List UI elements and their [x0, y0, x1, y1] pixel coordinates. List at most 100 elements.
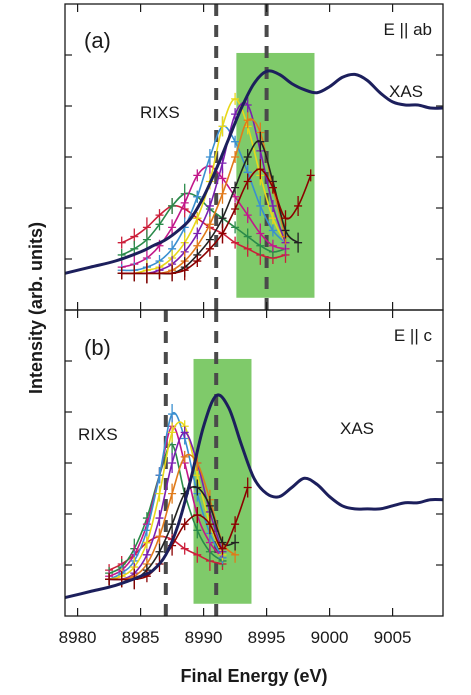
- x-tick-label-0: 8980: [59, 628, 97, 647]
- panel-b-rixs-line-4: [108, 421, 224, 581]
- panel-b-y-ticks: [65, 310, 443, 616]
- panel-a-rixs-point: [180, 260, 189, 281]
- panel-b-xas-curve: [64, 393, 444, 600]
- x-axis-title: Final Energy (eV): [180, 666, 327, 686]
- panel-a-rixs-point: [243, 149, 252, 165]
- panel-b-rixs-label: RIXS: [78, 425, 118, 444]
- panel-a-rixs-point: [205, 197, 214, 214]
- panel-b-rixs-line-3: [108, 411, 224, 581]
- panel-a-rixs-series: [117, 92, 315, 284]
- panel-a-rixs-point: [231, 135, 240, 148]
- panel-b-rixs-point: [193, 522, 202, 539]
- panel-a-rixs-point: [193, 227, 202, 240]
- panel-b-rixs-series: [105, 404, 252, 590]
- panel-a-rixs-point: [117, 267, 126, 280]
- panel-a-rixs-point: [117, 236, 126, 249]
- panel-b-xas-label: XAS: [340, 419, 374, 438]
- panel-b-rixs-point: [168, 514, 177, 535]
- panel-b-rixs-point: [155, 467, 164, 484]
- panel-a-rixs-point: [281, 210, 290, 227]
- panel-b-rixs-point: [142, 536, 151, 549]
- panel-a-rixs-point: [231, 236, 240, 249]
- panel-a-rixs-point: [142, 263, 151, 284]
- panel-a-rixs-point: [256, 223, 265, 244]
- panel-a-rixs-point: [256, 159, 265, 180]
- panel-b-rixs-point: [180, 426, 189, 439]
- panel-b-rixs-point: [168, 404, 177, 425]
- panel-a-rixs-point: [193, 169, 202, 182]
- panel-b-rixs-point: [105, 573, 114, 586]
- panel-a-rixs-point: [243, 207, 252, 224]
- x-axis: 8980 8985 8990 8995 9000 9005: [59, 628, 412, 647]
- panel-b-rixs-point: [193, 546, 202, 563]
- panel-a-rixs-point: [155, 218, 164, 231]
- panel-a-y-ticks: [65, 4, 443, 310]
- panel-b-rixs-point: [205, 514, 214, 535]
- panel-a-rixs-point: [268, 212, 277, 225]
- panel-a-rixs-point: [218, 223, 227, 244]
- x-tick-label-2: 8990: [185, 628, 223, 647]
- panel-b-rixs-point: [193, 479, 202, 496]
- panel-a-label: (a): [84, 28, 111, 53]
- panel-a-rixs-point: [168, 219, 177, 236]
- panel-a-rixs-point: [168, 197, 177, 214]
- panel-a-rixs-point: [243, 228, 252, 245]
- panel-a-rixs-point: [155, 267, 164, 280]
- panel-a-rixs-point: [231, 151, 240, 163]
- panel-b-rixs-point: [218, 542, 227, 555]
- panel-a-rixs-point: [142, 229, 151, 250]
- panel-a-rixs-point: [205, 216, 214, 233]
- panel-a-rixs-point: [306, 169, 315, 182]
- panel-b-rixs-point: [180, 518, 189, 531]
- x-tick-label-5: 9005: [374, 628, 412, 647]
- panel-a-rixs-point: [231, 203, 240, 216]
- panel-a-rixs-point: [256, 195, 265, 216]
- panel-a-rixs-point: [268, 199, 277, 212]
- panel-b: (b) E || c RIXS XAS: [64, 309, 444, 617]
- panel-b-polarization: E || c: [394, 326, 433, 345]
- panel-b-rixs-point: [142, 524, 151, 537]
- panel-a-rixs-point: [130, 265, 139, 282]
- panel-a-rixs-point: [243, 173, 252, 190]
- panel-b-rixs-line-5: [109, 431, 224, 581]
- panel-b-rixs-point: [231, 516, 240, 533]
- panel-a-rixs-label: RIXS: [140, 103, 180, 122]
- panel-a-rixs-point: [205, 240, 214, 257]
- panel-b-rixs-point: [155, 510, 164, 527]
- panel-a-rixs-point: [231, 221, 240, 234]
- panel-b-rixs-point: [168, 453, 177, 473]
- panel-a-rixs-point: [205, 149, 214, 165]
- panel-a-rixs-point: [268, 181, 277, 194]
- panel-b-rixs-point: [168, 422, 177, 443]
- panel-b-label: (b): [84, 335, 111, 360]
- panel-b-rixs-point: [180, 542, 189, 555]
- panel-b-rixs-point: [205, 495, 214, 516]
- panel-a-rixs-point: [180, 192, 189, 213]
- panel-b-rixs-point: [155, 485, 164, 502]
- panel-a-rixs-point: [294, 232, 303, 253]
- panel-a-rixs-point: [268, 239, 277, 252]
- panel-b-rixs-point: [231, 534, 240, 551]
- panel-a-rixs-point: [193, 190, 202, 203]
- panel-a-rixs-series-8: [117, 159, 315, 284]
- panel-a-rixs-point: [193, 212, 202, 225]
- panel-a-rixs-point: [243, 96, 252, 113]
- panel-a-rixs-point: [218, 183, 227, 204]
- panel-a-rixs-point: [168, 265, 177, 282]
- x-tick-label-1: 8985: [122, 628, 160, 647]
- panel-a-rixs-line-2: [121, 165, 286, 268]
- panel-b-rixs-line-2: [108, 425, 224, 577]
- panel-b-rixs-point: [243, 477, 252, 498]
- panel-a-xas-label: XAS: [389, 82, 423, 101]
- panel-a-rixs-point: [231, 181, 240, 194]
- panel-b-rixs-point: [180, 450, 189, 463]
- panel-a-rixs-point: [256, 131, 265, 152]
- panel-b-rixs-point: [168, 483, 177, 504]
- panel-b-rixs-line-1: [108, 443, 223, 574]
- panel-a-rixs-line-8: [121, 168, 312, 275]
- panel-a: (a) E || ab RIXS XAS: [64, 3, 444, 311]
- panel-a-polarization: E || ab: [383, 20, 432, 39]
- panel-a-rixs-point: [243, 112, 252, 129]
- y-axis-title: Intensity (arb. units): [26, 222, 46, 394]
